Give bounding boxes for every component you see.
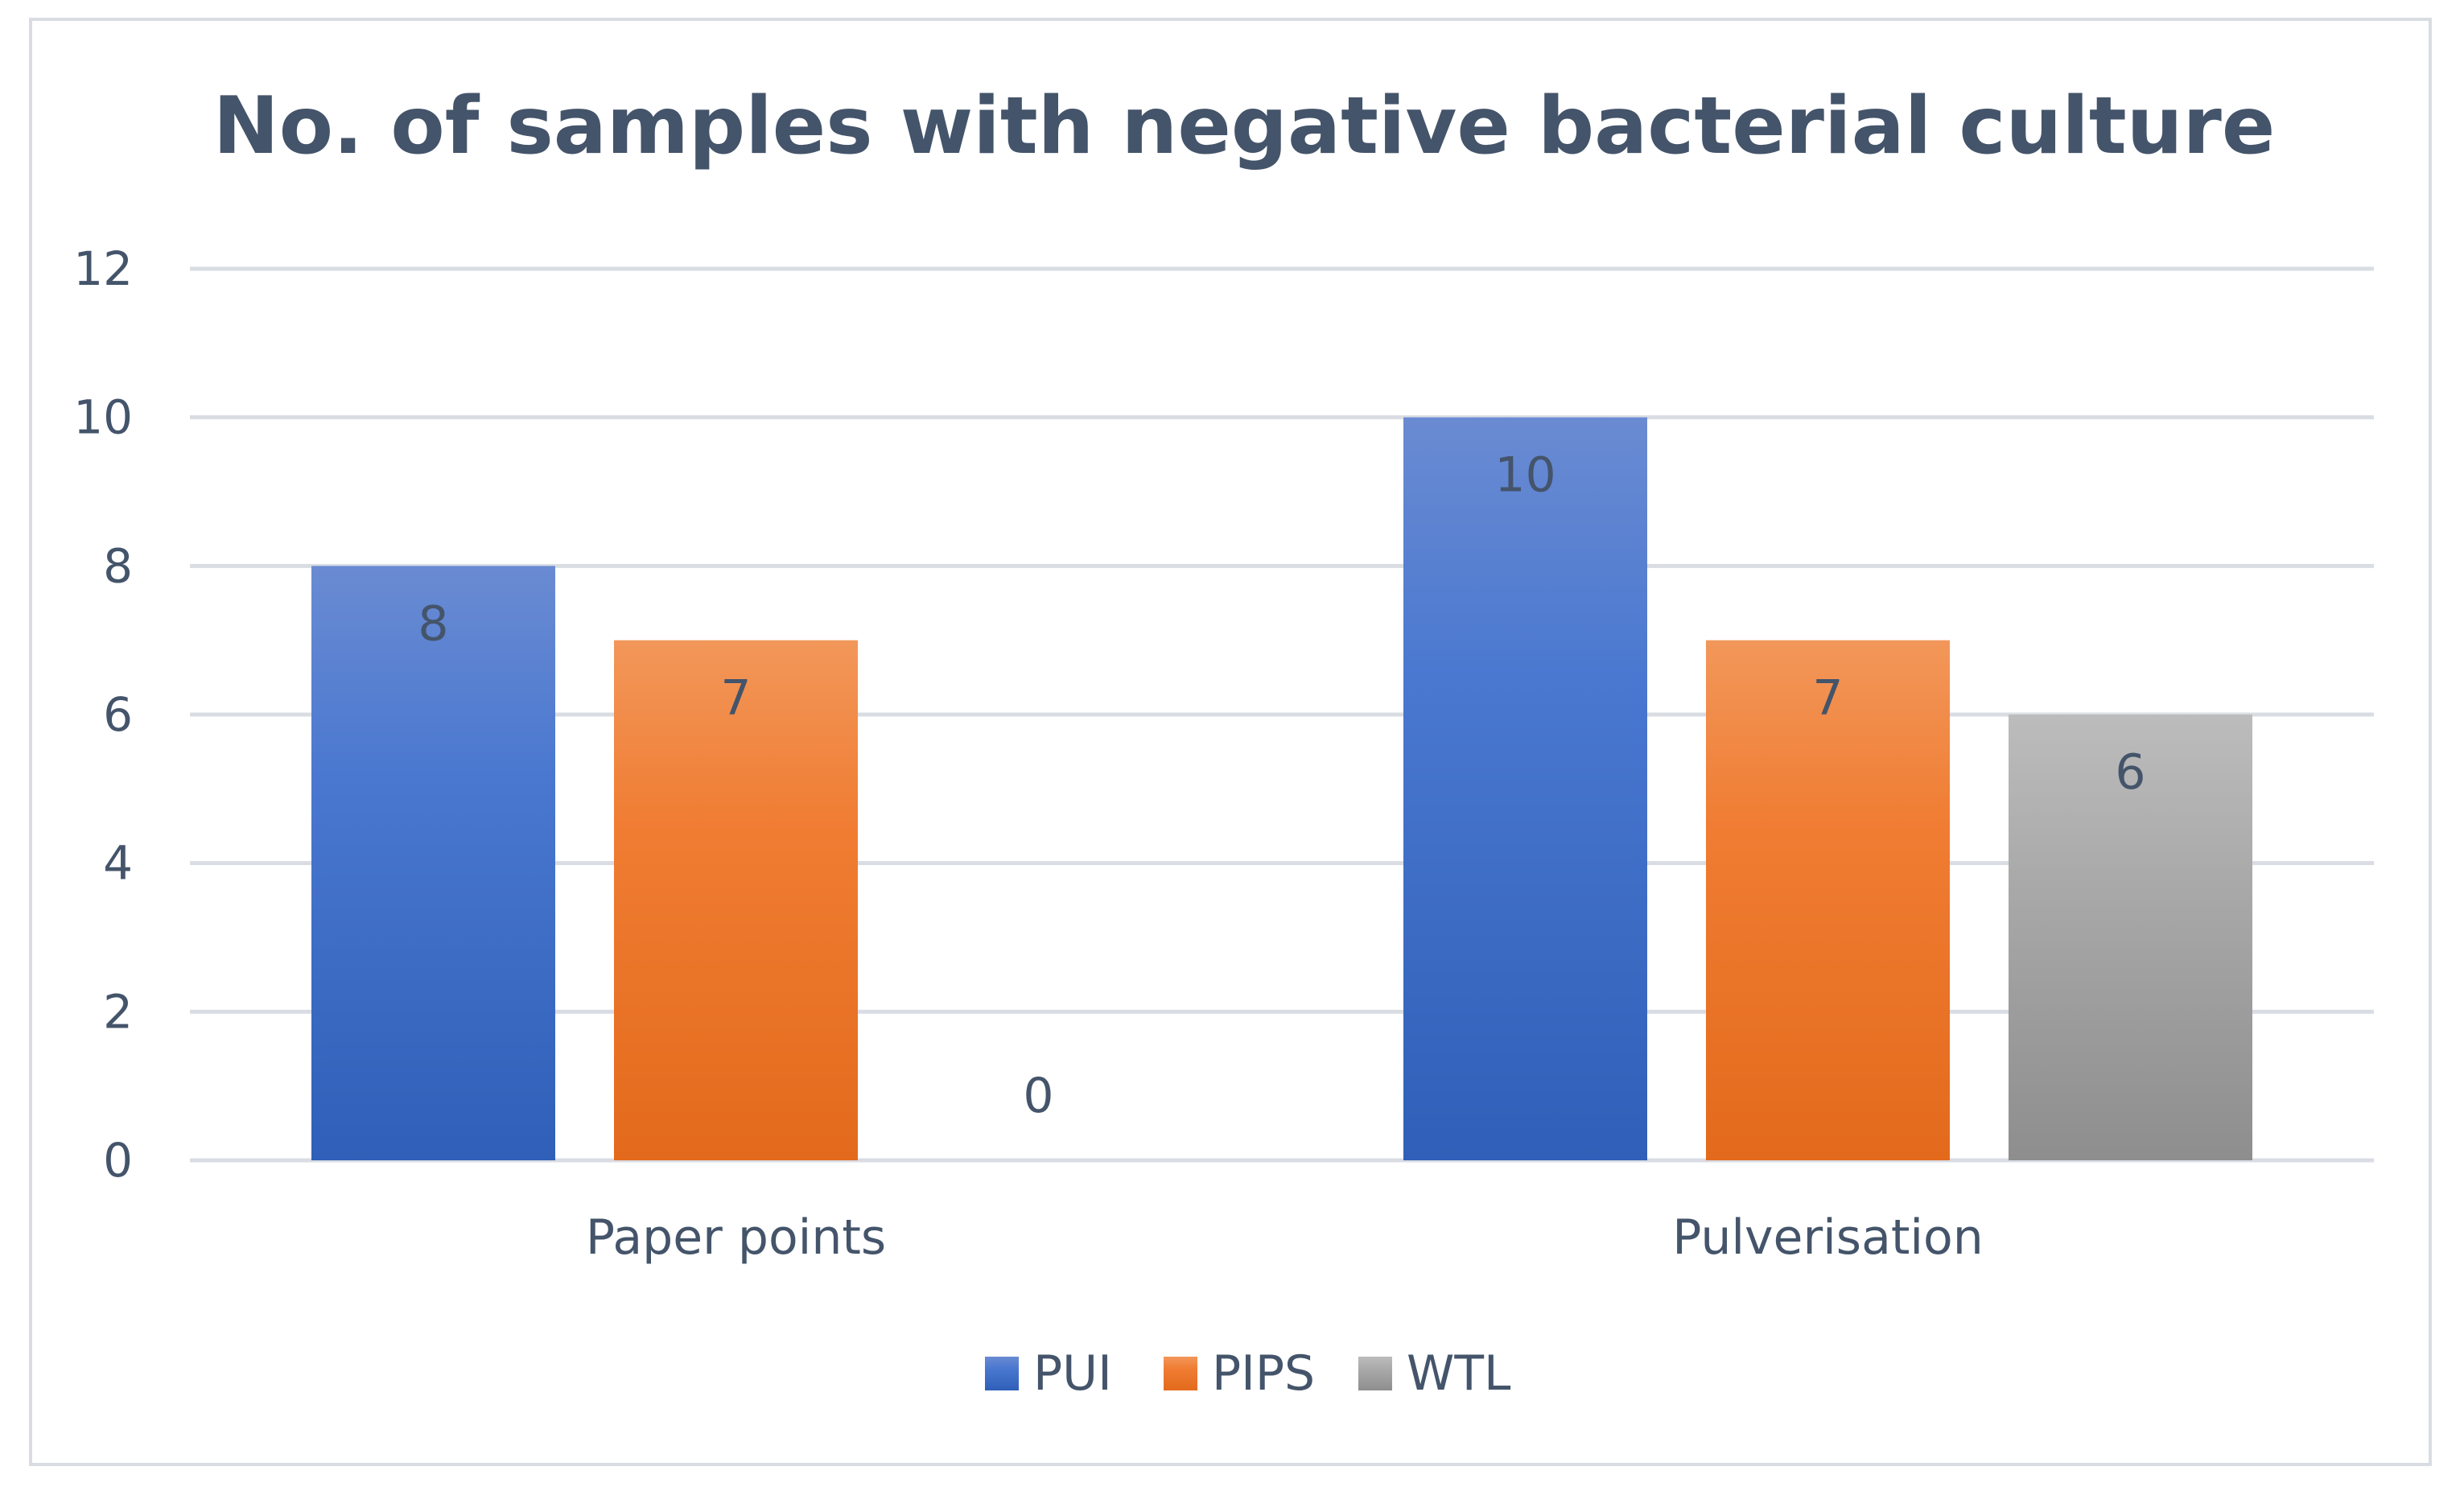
data-label-pui-pulverisation: 10 xyxy=(1494,447,1555,504)
bar-pui-paper-points xyxy=(311,566,555,1160)
y-tick-label: 8 xyxy=(103,538,133,593)
data-label-wtl-paper-points: 0 xyxy=(1023,1068,1053,1124)
y-tick-label: 0 xyxy=(103,1133,133,1188)
y-tick-label: 4 xyxy=(103,836,133,891)
x-category-label: Pulverisation xyxy=(1672,1209,1984,1266)
x-axis-category-labels: Paper points Pulverisation xyxy=(586,1209,1984,1266)
legend: PUI PIPS WTL xyxy=(985,1345,1511,1402)
y-tick-label: 10 xyxy=(73,390,133,445)
data-label-pips-pulverisation: 7 xyxy=(1812,670,1843,727)
legend-swatch-pui xyxy=(985,1357,1019,1390)
x-category-label: Paper points xyxy=(586,1209,886,1266)
legend-swatch-wtl xyxy=(1358,1357,1392,1390)
chart-title: No. of samples with negative bacterial c… xyxy=(213,80,2276,172)
bar-pips-paper-points xyxy=(614,640,858,1160)
data-labels: 8 7 0 10 7 6 xyxy=(418,447,2145,1124)
data-label-wtl-pulverisation: 6 xyxy=(2115,744,2145,801)
y-tick-label: 6 xyxy=(103,687,133,742)
legend-swatch-pips xyxy=(1164,1357,1197,1390)
y-tick-label: 12 xyxy=(73,241,133,296)
bars xyxy=(311,417,2252,1160)
data-label-pui-paper-points: 8 xyxy=(418,595,448,652)
bar-wtl-pulverisation xyxy=(2009,715,2252,1160)
data-label-pips-paper-points: 7 xyxy=(720,670,751,727)
bar-pui-pulverisation xyxy=(1403,417,1647,1160)
legend-label-pui: PUI xyxy=(1033,1345,1112,1402)
y-tick-label: 2 xyxy=(103,984,133,1039)
legend-label-pips: PIPS xyxy=(1212,1345,1315,1402)
y-axis-tick-labels: 0 2 4 6 8 10 12 xyxy=(73,241,133,1188)
bar-pips-pulverisation xyxy=(1706,640,1950,1160)
legend-label-wtl: WTL xyxy=(1407,1345,1511,1402)
